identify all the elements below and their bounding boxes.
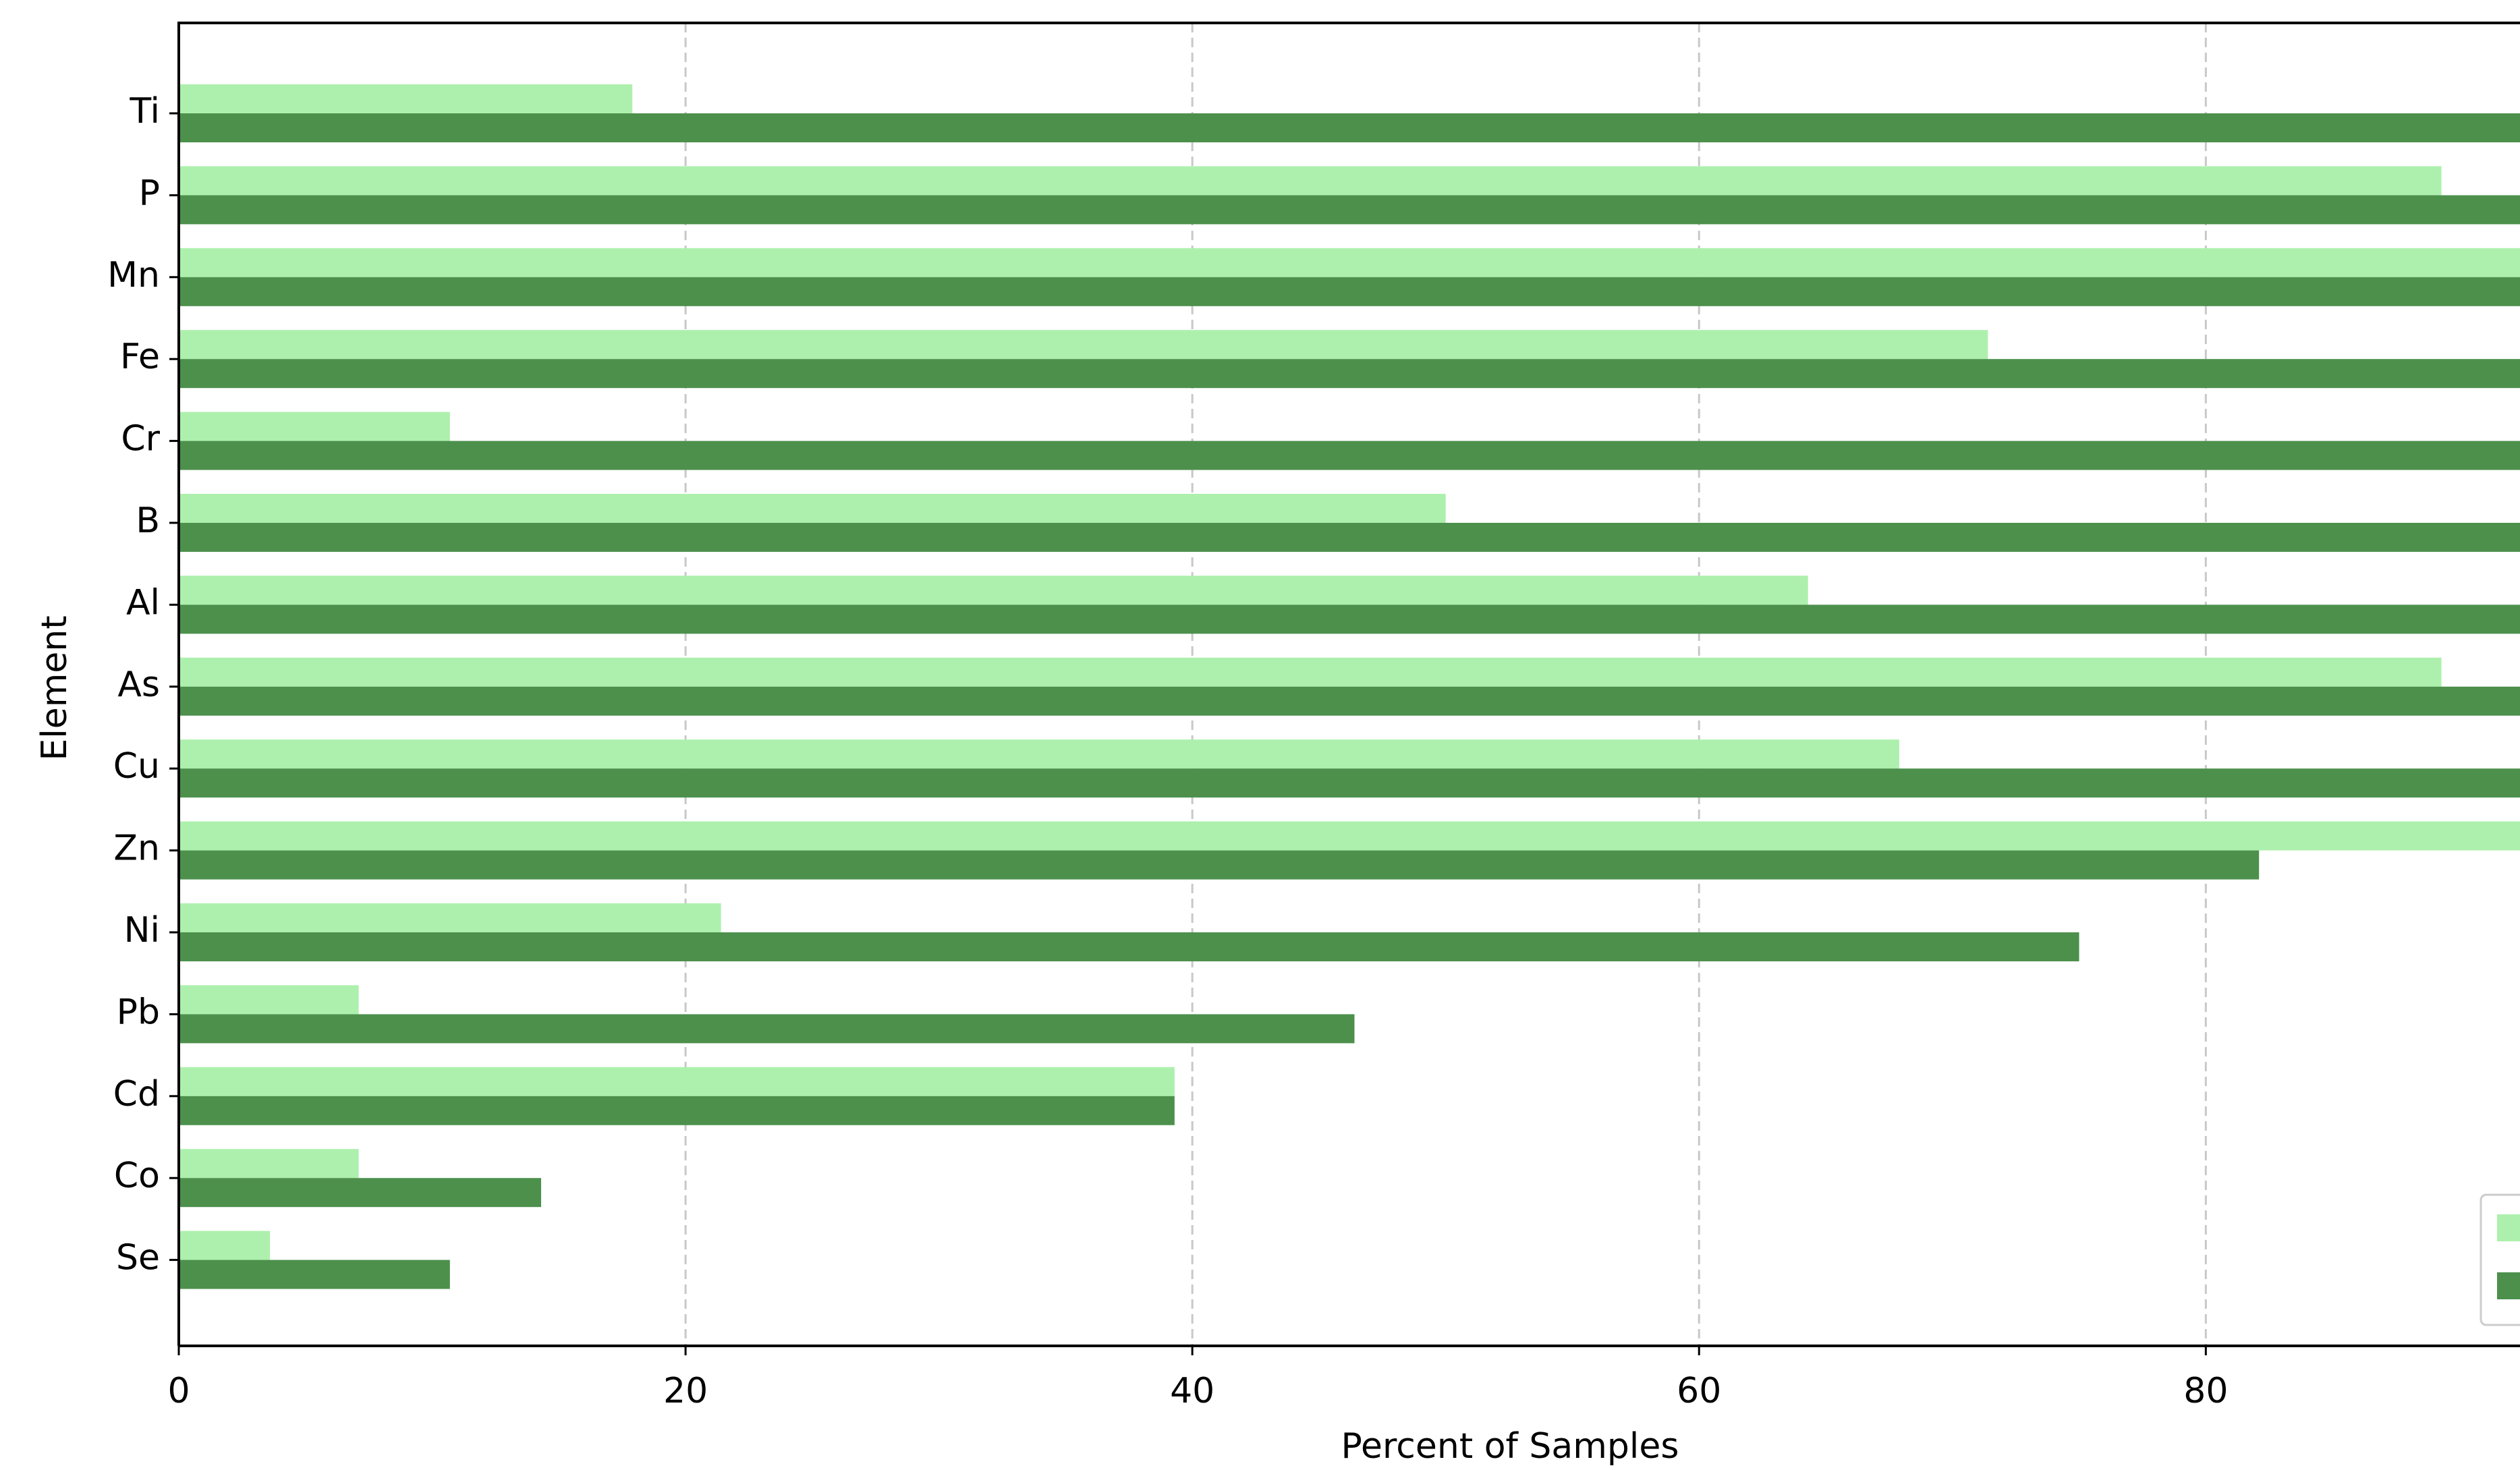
y-tick-label: Pb: [117, 992, 160, 1032]
axes: 0 20 40 60 80 Ti P Mn Fe Cr B Al As Cu Zn Ni Pb Cd Co Se: [107, 22, 2520, 1411]
y-tick-label: Cu: [113, 746, 160, 787]
x-tick-label: 60: [1677, 1371, 1721, 1411]
legend-swatch: [2497, 1272, 2520, 1299]
bar: [179, 1014, 1355, 1044]
bar: [179, 1096, 1175, 1125]
bar: [179, 195, 2520, 225]
bar: [179, 1067, 1175, 1096]
bar: [179, 84, 633, 113]
x-tick-label: 0: [167, 1371, 190, 1411]
y-tick-label: B: [136, 501, 160, 541]
bar: [179, 1260, 450, 1289]
y-tick-label: Ni: [124, 910, 160, 951]
legend: [2480, 1193, 2520, 1326]
y-tick-label: Co: [114, 1156, 160, 1196]
y-tick-label: Zn: [113, 828, 160, 869]
x-tick-label: 40: [1170, 1371, 1214, 1411]
bar: [179, 412, 450, 441]
bar: [179, 359, 2520, 389]
y-tick-label: Mn: [107, 255, 160, 295]
bar: [179, 739, 1899, 769]
x-axis-label: Percent of Samples: [1341, 1426, 1679, 1467]
bars: [179, 84, 2520, 1289]
x-tick-label: 80: [2183, 1371, 2228, 1411]
bar: [179, 1178, 542, 1208]
bar: [179, 277, 2520, 306]
bar: [179, 1149, 359, 1179]
bar: [179, 441, 2520, 470]
bar: [179, 821, 2520, 851]
bar: [179, 932, 2079, 961]
y-tick-label: Se: [116, 1238, 160, 1278]
bar: [179, 248, 2520, 277]
bar: [179, 494, 1446, 523]
bar: [179, 1231, 271, 1260]
bar: [179, 523, 2520, 552]
bar: [179, 657, 2442, 687]
legend-box: [2480, 1193, 2520, 1326]
y-tick-label: Al: [126, 582, 160, 623]
y-tick-label: Cr: [121, 419, 160, 459]
bar: [179, 575, 1808, 605]
y-tick-label: P: [139, 173, 160, 213]
x-tick-label: 20: [663, 1371, 708, 1411]
bar: [179, 166, 2442, 196]
bar: [179, 330, 1988, 360]
y-tick-label: Ti: [129, 91, 160, 132]
bar: [179, 768, 2520, 798]
bar: [179, 985, 359, 1015]
legend-swatch: [2497, 1214, 2520, 1241]
y-tick-label: Cd: [113, 1074, 160, 1114]
y-axis-label: Element: [34, 615, 75, 760]
bar: [179, 604, 2520, 634]
bar: [179, 113, 2520, 142]
bar: [179, 850, 2260, 880]
spine: [177, 22, 2520, 1346]
y-tick-label: Fe: [120, 337, 160, 377]
bar: [179, 686, 2520, 716]
y-tick-label: As: [117, 665, 160, 705]
bar: [179, 903, 721, 932]
